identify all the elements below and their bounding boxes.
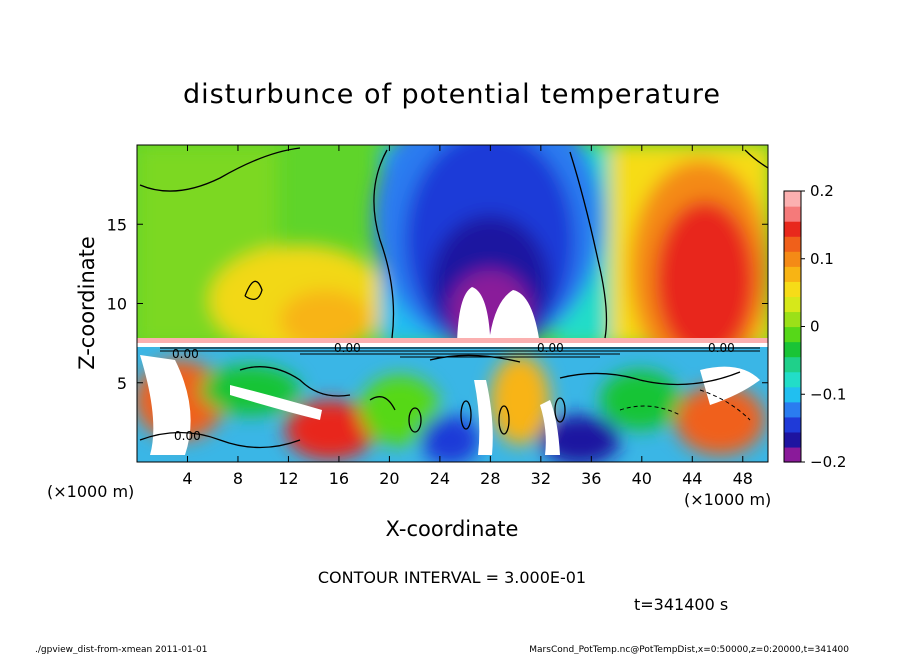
- x-tick-label: 44: [682, 469, 702, 488]
- time-text: t=341400 s: [634, 595, 728, 614]
- colorbar-tick-label: −0.2: [810, 453, 846, 471]
- contour-label: 0.00: [537, 341, 564, 355]
- x-tick-label: 20: [379, 469, 399, 488]
- x-tick-label: 4: [182, 469, 192, 488]
- y-tick-label: 10: [107, 295, 127, 314]
- x-tick-label: 36: [581, 469, 601, 488]
- contour-label: 0.00: [334, 341, 361, 355]
- x-tick-label: 8: [233, 469, 243, 488]
- x-tick-label: 40: [632, 469, 652, 488]
- x-unit-left: (×1000 m): [47, 482, 134, 501]
- colorbar-swatch: [784, 386, 801, 403]
- y-axis: 5 10 15: [107, 215, 768, 393]
- footer-right: MarsCond_PotTemp.nc@PotTempDist,x=0:5000…: [529, 645, 849, 654]
- contour-label: 0.00: [172, 347, 199, 361]
- colorbar-swatch: [784, 446, 801, 463]
- colorbar-tick-label: −0.1: [810, 385, 846, 403]
- y-tick-label: 5: [117, 374, 127, 393]
- contour-interval-text: CONTOUR INTERVAL = 3.000E-01: [318, 568, 586, 587]
- colorbar-tick-label: 0.2: [810, 182, 834, 200]
- x-axis-label: X-coordinate: [386, 517, 519, 541]
- x-unit-right: (×1000 m): [684, 490, 771, 509]
- colorbar-swatch: [784, 401, 801, 418]
- contour-label: 0.00: [708, 341, 735, 355]
- x-tick-label: 32: [531, 469, 551, 488]
- contour-label: 0.00: [174, 429, 201, 443]
- colorbar-swatch: [784, 191, 801, 207]
- y-tick-label: 15: [107, 215, 127, 234]
- colorbar-tick-label: 0.1: [810, 250, 834, 268]
- chart-title: disturbunce of potential temperature: [183, 79, 721, 110]
- x-tick-label: 24: [430, 469, 450, 488]
- x-tick-label: 12: [278, 469, 298, 488]
- colorbar-swatch: [784, 221, 801, 237]
- contour-labels: 0.00 0.00 0.00 0.00 0.00: [172, 341, 735, 443]
- colorbar-swatch: [784, 311, 801, 328]
- colorbar-tick-label: 0: [810, 318, 820, 336]
- colorbar-swatch: [784, 206, 801, 222]
- colorbar-swatch: [784, 371, 801, 388]
- colorbar-swatch: [784, 251, 801, 267]
- plot-area: [137, 145, 768, 462]
- footer-left: ./gpview_dist-from-xmean 2011-01-01: [35, 645, 207, 654]
- colorbar-swatch: [784, 236, 801, 252]
- colorbar-swatch: [784, 281, 801, 297]
- colorbar-swatch: [784, 341, 801, 358]
- y-axis-label: Z-coordinate: [75, 236, 99, 370]
- colorbar-swatch: [784, 356, 801, 373]
- x-tick-label: 48: [733, 469, 753, 488]
- colorbar-swatch: [784, 326, 801, 343]
- colorbar-swatch: [784, 416, 801, 433]
- colorbar: 0.2 0.1 0 −0.1 −0.2: [783, 182, 846, 471]
- colorbar-swatch: [784, 431, 801, 448]
- x-tick-label: 28: [480, 469, 500, 488]
- colorbar-swatch: [784, 296, 801, 313]
- colorbar-swatch: [784, 266, 801, 282]
- x-axis: 4 8 12 16 20 24 28 32 36 40 44 48: [182, 145, 753, 488]
- x-tick-label: 16: [329, 469, 349, 488]
